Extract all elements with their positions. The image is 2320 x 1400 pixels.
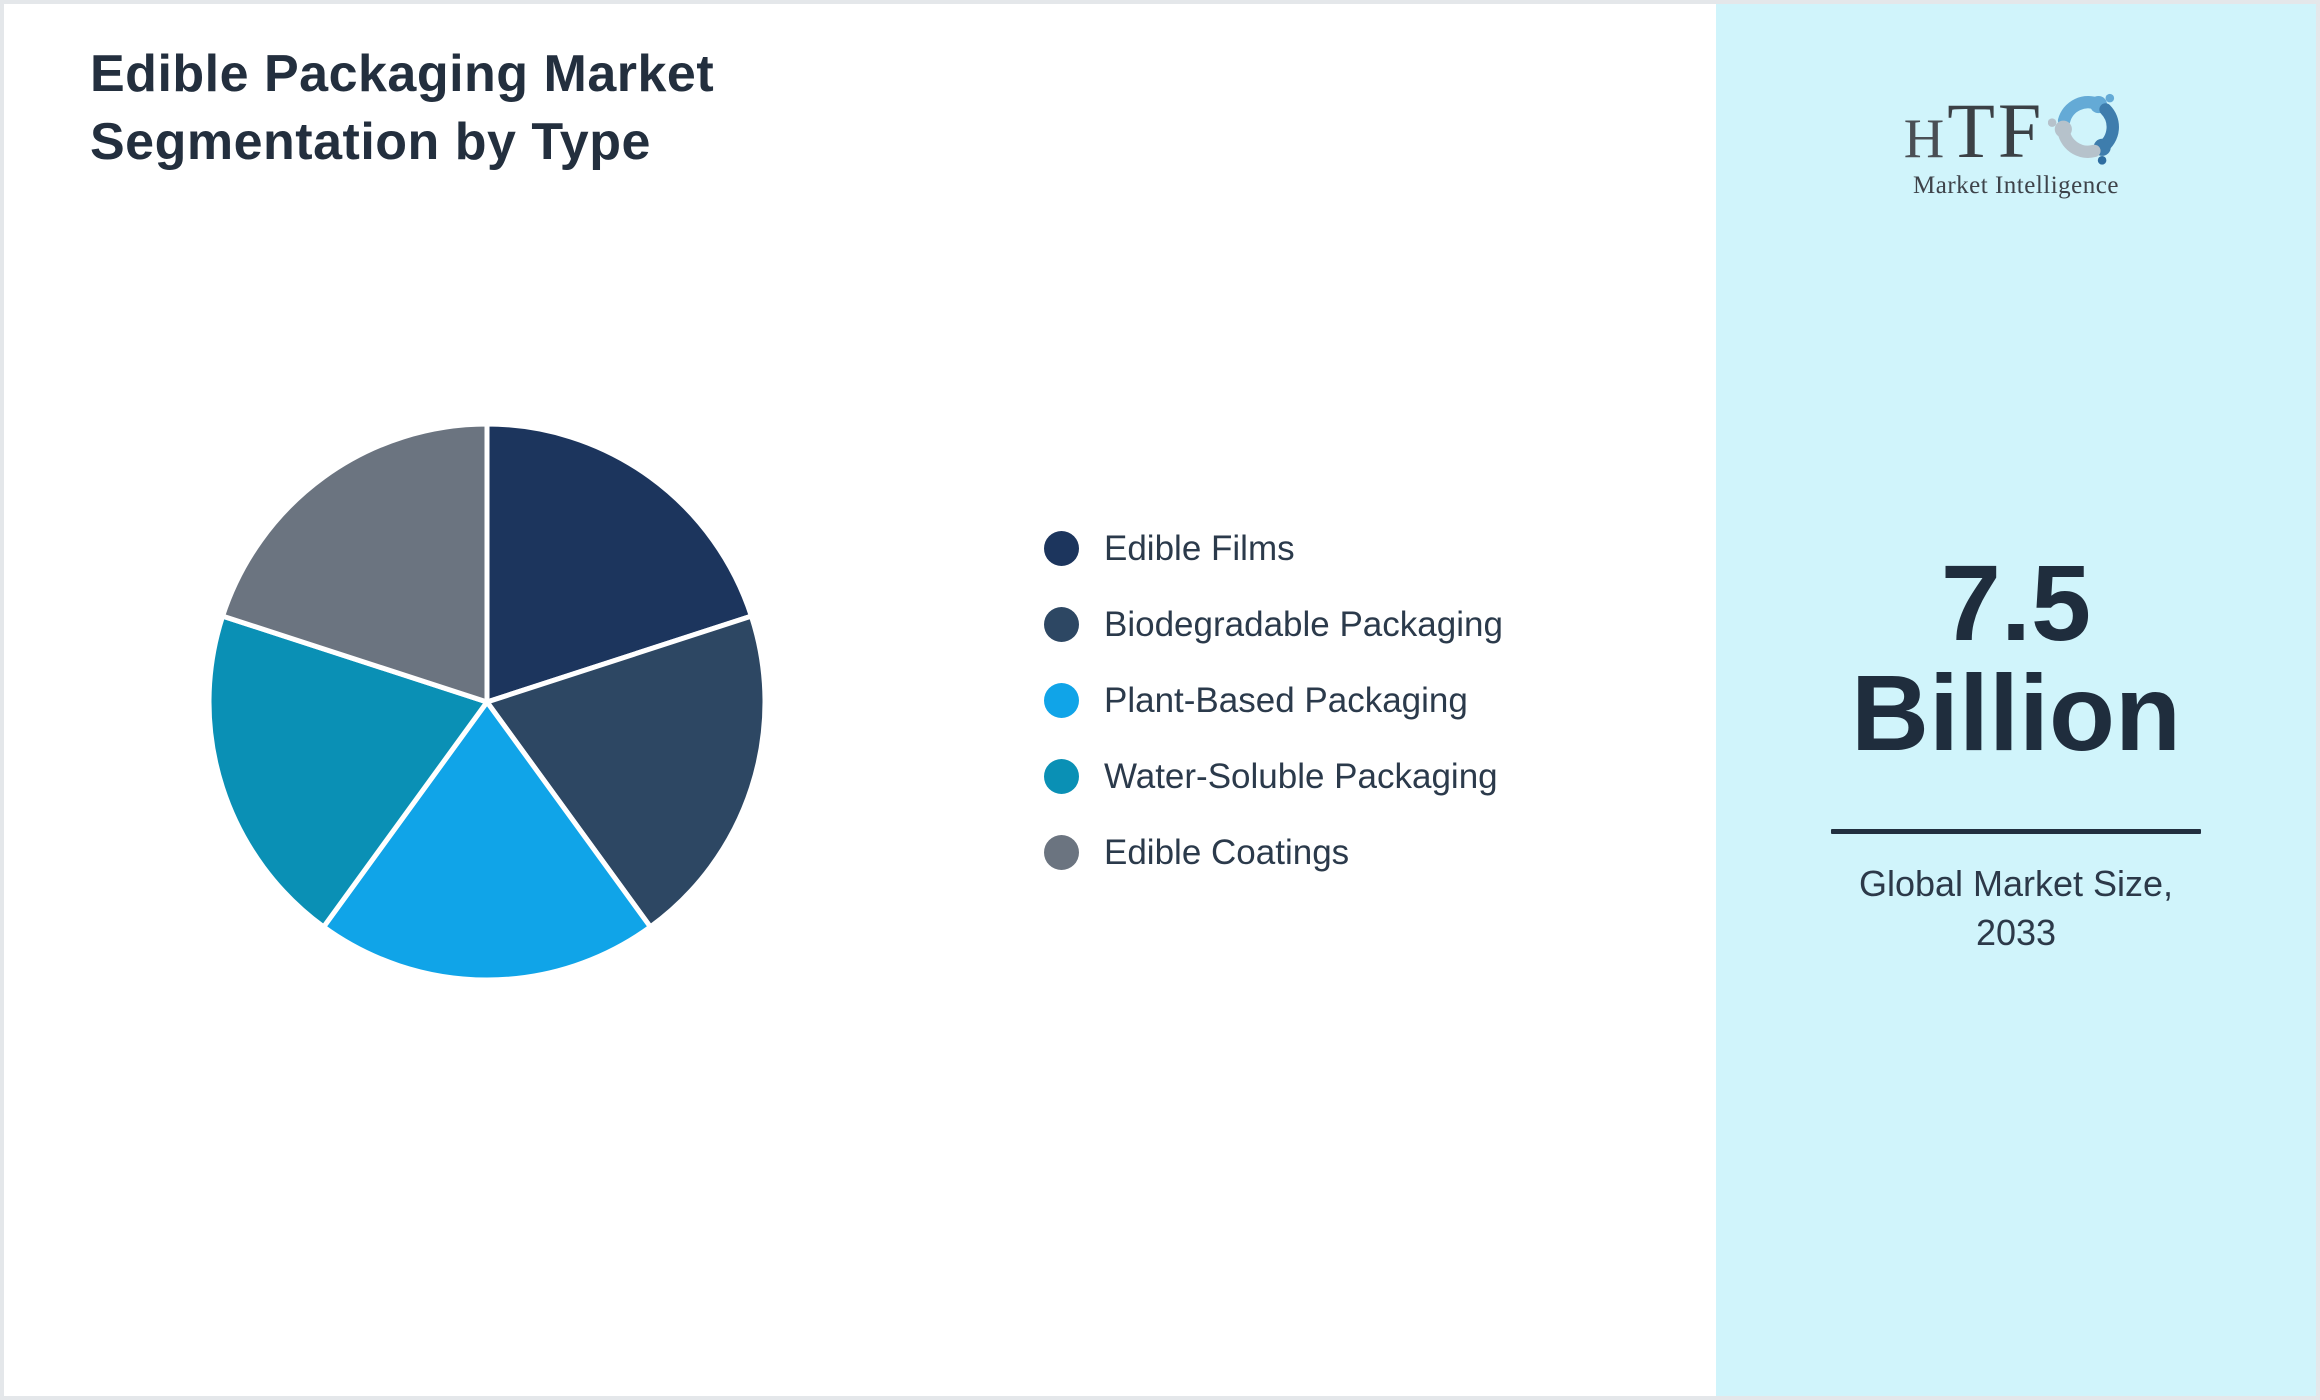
- legend-item: Edible Coatings: [1044, 832, 1503, 872]
- sidebar-panel: H TF Market Intelligence 7.5 Billion Glob…: [1716, 4, 2316, 1396]
- htf-swirl-icon: [2048, 93, 2120, 165]
- pie-slice-plant-based-packaging: [321, 699, 653, 983]
- swirl-dot: [2048, 118, 2057, 127]
- market-size-value-line1: 7.5: [1940, 542, 2092, 663]
- legend-item: Biodegradable Packaging: [1044, 604, 1503, 644]
- legend-label: Plant-Based Packaging: [1104, 680, 1468, 720]
- legend-item: Edible Films: [1044, 528, 1503, 568]
- page-title-line2: Segmentation by Type: [90, 113, 651, 171]
- legend-swatch-icon: [1044, 607, 1079, 642]
- market-size-label-line1: Global Market Size,: [1858, 863, 2174, 904]
- pie-slice-biodegradable-packaging: [484, 613, 768, 930]
- pie-chart: [204, 419, 770, 985]
- htf-logo-text: H TF: [1904, 92, 2044, 170]
- market-size-label: Global Market Size, 2033: [1716, 859, 2316, 957]
- page-title: Edible Packaging Market Segmentation by …: [90, 40, 714, 176]
- legend-item: Water-Soluble Packaging: [1044, 756, 1503, 796]
- stat-divider: [1831, 829, 2201, 834]
- market-size-label-line2: 2033: [1975, 912, 2057, 953]
- legend-swatch-icon: [1044, 531, 1079, 566]
- page-title-line1: Edible Packaging Market: [90, 45, 715, 103]
- legend-swatch-icon: [1044, 835, 1079, 870]
- swirl-head: [2054, 120, 2073, 138]
- legend: Edible Films Biodegradable Packaging Plant…: [1044, 528, 1503, 872]
- htf-logo-row: H TF: [1904, 92, 2128, 170]
- legend-label: Water-Soluble Packaging: [1104, 756, 1498, 796]
- htf-logo-letter-h: H: [1903, 108, 1948, 170]
- legend-label: Biodegradable Packaging: [1104, 604, 1503, 644]
- swirl-dot: [2098, 156, 2107, 165]
- legend-item: Plant-Based Packaging: [1044, 680, 1503, 720]
- market-size-value-line2: Billion: [1851, 652, 2181, 773]
- htf-logo-subtext: Market Intelligence: [1913, 172, 2119, 199]
- legend-label: Edible Films: [1104, 528, 1295, 568]
- swirl-dot: [2105, 93, 2115, 103]
- legend-swatch-icon: [1044, 759, 1079, 794]
- htf-logo-letters-tf: TF: [1947, 87, 2045, 174]
- legend-swatch-icon: [1044, 683, 1079, 718]
- pie-chart-svg: [206, 421, 768, 983]
- pie-slice-edible-coatings: [220, 421, 490, 705]
- legend-label: Edible Coatings: [1104, 832, 1350, 872]
- pie-slice-edible-films: [484, 421, 754, 705]
- htf-logo: H TF Market Intelligence: [1716, 92, 2316, 200]
- market-size-value: 7.5 Billion: [1716, 548, 2316, 768]
- pie-slice-water-soluble-packaging: [206, 613, 490, 930]
